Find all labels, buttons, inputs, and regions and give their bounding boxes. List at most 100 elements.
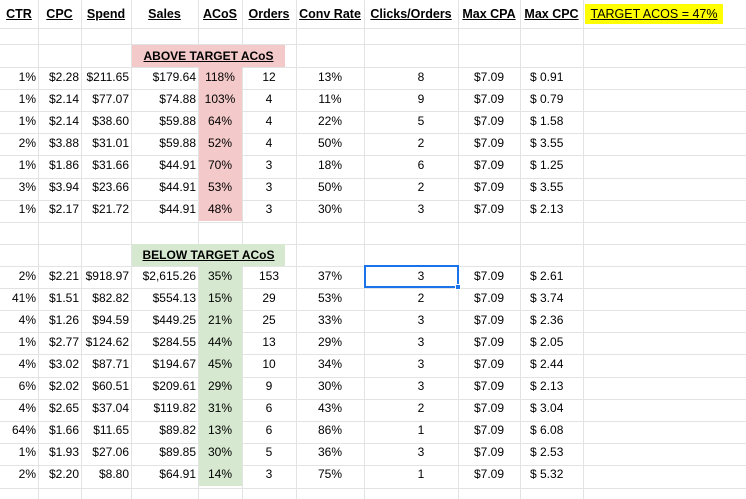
below-row-4-ctr[interactable]: 1%	[18, 335, 36, 349]
below-row-3-ctr[interactable]: 4%	[18, 313, 36, 327]
above-row-3-orders[interactable]: 4	[265, 114, 273, 128]
below-row-7-maxcpa[interactable]: $7.09	[473, 401, 504, 415]
below-row-5-spend[interactable]: $87.71	[92, 357, 129, 371]
above-row-2-orders[interactable]: 4	[265, 92, 273, 106]
above-row-5-orders[interactable]: 3	[265, 158, 273, 172]
above-row-4-cpc[interactable]: $3.88	[48, 136, 79, 150]
above-row-7-ctr[interactable]: 1%	[18, 202, 36, 216]
above-row-1-orders[interactable]: 12	[262, 70, 276, 84]
below-row-1-conv[interactable]: 37%	[317, 269, 343, 283]
above-row-7-cpc[interactable]: $2.17	[48, 202, 79, 216]
below-row-8-cpc[interactable]: $1.66	[48, 423, 79, 437]
below-row-7-acos[interactable]: 31%	[207, 401, 233, 415]
below-row-3-acos[interactable]: 21%	[207, 313, 233, 327]
above-row-3-clicks[interactable]: 5	[417, 114, 425, 128]
above-row-5-maxcpa[interactable]: $7.09	[473, 158, 504, 172]
below-row-4-acos[interactable]: 44%	[207, 335, 233, 349]
above-row-2-maxcpc[interactable]: $ 0.79	[530, 92, 564, 106]
below-row-8-orders[interactable]: 6	[265, 423, 273, 437]
below-row-6-orders[interactable]: 9	[265, 379, 273, 393]
below-row-1-ctr[interactable]: 2%	[18, 269, 36, 283]
below-row-7-ctr[interactable]: 4%	[18, 401, 36, 415]
column-header-maxcpa[interactable]: Max CPA	[462, 7, 516, 21]
above-row-6-clicks[interactable]: 2	[417, 180, 425, 194]
above-row-7-spend[interactable]: $21.72	[92, 202, 129, 216]
above-row-5-spend[interactable]: $31.66	[92, 158, 129, 172]
below-row-2-clicks[interactable]: 2	[417, 291, 425, 305]
below-row-5-orders[interactable]: 10	[262, 357, 276, 371]
above-row-1-spend[interactable]: $211.65	[86, 70, 130, 84]
column-header-ctr[interactable]: CTR	[6, 7, 32, 21]
below-row-9-spend[interactable]: $27.06	[92, 445, 129, 459]
above-row-6-ctr[interactable]: 3%	[18, 180, 36, 194]
below-row-7-conv[interactable]: 43%	[317, 401, 343, 415]
target-acos-label[interactable]: TARGET ACOS = 47%	[585, 4, 723, 24]
below-row-3-clicks[interactable]: 3	[417, 313, 425, 327]
below-row-8-conv[interactable]: 86%	[317, 423, 343, 437]
below-row-7-maxcpc[interactable]: $ 3.04	[530, 401, 564, 415]
below-row-9-ctr[interactable]: 1%	[18, 445, 36, 459]
above-row-5-clicks[interactable]: 6	[417, 158, 425, 172]
above-row-6-orders[interactable]: 3	[265, 180, 273, 194]
above-row-5-cpc[interactable]: $1.86	[48, 158, 79, 172]
below-row-8-clicks[interactable]: 1	[417, 423, 425, 437]
fill-handle[interactable]	[455, 284, 461, 290]
above-row-6-conv[interactable]: 50%	[317, 180, 343, 194]
above-row-7-maxcpa[interactable]: $7.09	[473, 202, 504, 216]
below-row-8-maxcpa[interactable]: $7.09	[473, 423, 504, 437]
below-row-7-orders[interactable]: 6	[265, 401, 273, 415]
above-row-2-clicks[interactable]: 9	[417, 92, 425, 106]
above-row-3-maxcpc[interactable]: $ 1.58	[530, 114, 564, 128]
below-row-10-spend[interactable]: $8.80	[98, 467, 129, 481]
above-row-2-ctr[interactable]: 1%	[18, 92, 36, 106]
above-row-5-conv[interactable]: 18%	[317, 158, 343, 172]
below-row-9-sales[interactable]: $89.85	[159, 445, 196, 459]
below-row-5-clicks[interactable]: 3	[417, 357, 425, 371]
below-row-4-cpc[interactable]: $2.77	[48, 335, 79, 349]
above-row-3-cpc[interactable]: $2.14	[48, 114, 79, 128]
below-row-4-maxcpc[interactable]: $ 2.05	[530, 335, 564, 349]
above-row-4-sales[interactable]: $59.88	[159, 136, 196, 150]
below-row-7-clicks[interactable]: 2	[417, 401, 425, 415]
above-row-7-acos[interactable]: 48%	[207, 202, 233, 216]
below-row-9-acos[interactable]: 30%	[207, 445, 233, 459]
below-row-6-maxcpa[interactable]: $7.09	[473, 379, 504, 393]
above-row-3-maxcpa[interactable]: $7.09	[473, 114, 504, 128]
below-row-2-maxcpc[interactable]: $ 3.74	[530, 291, 564, 305]
above-row-6-maxcpc[interactable]: $ 3.55	[530, 180, 564, 194]
below-row-3-maxcpa[interactable]: $7.09	[473, 313, 504, 327]
column-header-orders[interactable]: Orders	[248, 7, 290, 21]
below-row-1-orders[interactable]: 153	[258, 269, 280, 283]
below-row-6-maxcpc[interactable]: $ 2.13	[530, 379, 564, 393]
below-row-1-acos[interactable]: 35%	[207, 269, 233, 283]
above-row-7-sales[interactable]: $44.91	[159, 202, 196, 216]
above-row-2-spend[interactable]: $77.07	[92, 92, 129, 106]
column-header-acos[interactable]: ACoS	[202, 7, 238, 21]
above-row-1-acos[interactable]: 118%	[205, 70, 235, 84]
active-cell-selection[interactable]	[364, 265, 459, 288]
below-row-4-clicks[interactable]: 3	[417, 335, 425, 349]
above-row-4-conv[interactable]: 50%	[317, 136, 343, 150]
below-row-9-clicks[interactable]: 3	[417, 445, 425, 459]
below-row-10-sales[interactable]: $64.91	[159, 467, 196, 481]
above-row-7-clicks[interactable]: 3	[417, 202, 425, 216]
above-row-4-maxcpc[interactable]: $ 3.55	[530, 136, 564, 150]
below-row-7-sales[interactable]: $119.82	[153, 401, 197, 415]
above-row-1-maxcpc[interactable]: $ 0.91	[530, 70, 564, 84]
below-row-9-cpc[interactable]: $1.93	[48, 445, 79, 459]
column-header-sales[interactable]: Sales	[148, 7, 181, 21]
above-row-6-cpc[interactable]: $3.94	[48, 180, 79, 194]
below-row-3-sales[interactable]: $449.25	[152, 313, 196, 327]
below-row-1-maxcpc[interactable]: $ 2.61	[530, 269, 564, 283]
below-row-2-ctr[interactable]: 41%	[11, 291, 36, 305]
below-row-4-sales[interactable]: $284.55	[152, 335, 196, 349]
above-row-1-sales[interactable]: $179.64	[152, 70, 196, 84]
below-row-4-spend[interactable]: $124.62	[85, 335, 129, 349]
below-row-6-sales[interactable]: $209.61	[152, 379, 196, 393]
above-row-2-cpc[interactable]: $2.14	[48, 92, 79, 106]
above-row-2-maxcpa[interactable]: $7.09	[473, 92, 504, 106]
below-row-6-ctr[interactable]: 6%	[18, 379, 36, 393]
below-row-10-maxcpa[interactable]: $7.09	[473, 467, 504, 481]
above-row-3-conv[interactable]: 22%	[317, 114, 343, 128]
